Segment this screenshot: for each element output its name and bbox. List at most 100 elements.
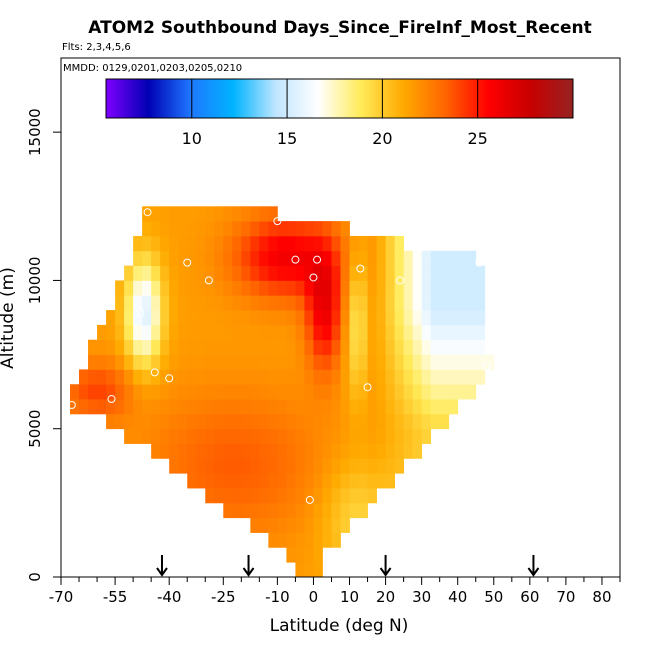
heatmap-cell <box>79 369 89 385</box>
heatmap-cell <box>151 280 161 296</box>
heatmap-cell <box>358 280 368 296</box>
heatmap-cell <box>340 384 350 400</box>
heatmap-cell <box>205 280 215 296</box>
heatmap-cell <box>394 295 405 311</box>
heatmap-cell <box>295 517 305 533</box>
heatmap-cell <box>331 310 341 326</box>
latitude-arrow-head <box>242 567 255 577</box>
heatmap-cell <box>286 265 296 281</box>
heatmap-cell <box>340 295 350 311</box>
heatmap-cell <box>439 265 450 281</box>
heatmap-cell <box>304 250 314 266</box>
heatmap-cell <box>187 369 197 385</box>
heatmap-cell <box>421 369 432 385</box>
heatmap-cell <box>205 488 215 504</box>
heatmap-cell <box>331 369 341 385</box>
heatmap-cell <box>196 250 206 266</box>
heatmap-cell <box>340 458 350 474</box>
heatmap-cell <box>403 413 414 430</box>
heatmap-cell <box>223 458 233 474</box>
heatmap-cell <box>124 265 134 281</box>
heatmap-cell <box>340 265 350 281</box>
heatmap-cell <box>439 369 450 385</box>
heatmap-cell <box>268 532 278 548</box>
heatmap-cell <box>340 488 350 504</box>
heatmap-cell <box>394 428 405 444</box>
heatmap-cell <box>286 280 296 296</box>
heatmap-cell <box>232 250 242 266</box>
heatmap-cell <box>313 473 323 489</box>
heatmap-cell <box>223 443 233 459</box>
sample-point <box>204 276 213 285</box>
heatmap-cell <box>376 413 386 430</box>
heatmap-cell <box>304 532 314 548</box>
heatmap-cell <box>322 369 332 385</box>
heatmap-cell <box>358 502 368 519</box>
heatmap-cell <box>250 443 260 459</box>
sample-point <box>475 258 484 267</box>
heatmap-cell <box>331 458 341 474</box>
sample-point <box>305 495 314 504</box>
heatmap-cell <box>232 354 242 370</box>
heatmap-cell <box>313 532 323 548</box>
heatmap-cell <box>169 384 179 400</box>
heatmap-cell <box>313 443 323 459</box>
heatmap-cell <box>277 265 287 281</box>
heatmap-cell <box>286 443 296 459</box>
heatmap-cell <box>97 369 107 385</box>
heatmap-cell <box>466 295 477 311</box>
heatmap-cell <box>268 280 278 296</box>
heatmap-cell <box>178 443 188 459</box>
heatmap-cell <box>295 324 305 341</box>
heatmap-cell <box>421 399 432 415</box>
x-axis-label: Latitude (deg N) <box>270 616 409 636</box>
heatmap-cell <box>358 428 368 444</box>
heatmap-cell <box>268 458 278 474</box>
heatmap-cell <box>331 413 341 430</box>
heatmap-cell <box>322 517 332 533</box>
heatmap-cell <box>313 235 323 252</box>
heatmap-cell <box>295 235 305 252</box>
heatmap-cell <box>385 235 395 252</box>
heatmap-cell <box>232 399 242 415</box>
heatmap-cell <box>358 265 368 281</box>
heatmap-cell <box>475 280 486 296</box>
heatmap-cell <box>430 265 441 281</box>
heatmap-cell <box>277 502 287 519</box>
heatmap-cell <box>151 221 161 237</box>
heatmap-cell <box>331 221 341 237</box>
heatmap-cell <box>97 339 107 355</box>
heatmap-cell <box>268 502 278 519</box>
heatmap-cell <box>151 369 161 385</box>
heatmap-cell <box>250 310 260 326</box>
sample-point <box>183 258 192 267</box>
heatmap-cell <box>160 295 170 311</box>
heatmap-cell <box>178 339 188 355</box>
heatmap-cell <box>376 295 386 311</box>
heatmap-cell <box>250 502 260 519</box>
heatmap-cell <box>169 369 179 385</box>
y-axis-label: Altitude (m) <box>0 267 18 369</box>
heatmap-cell <box>88 339 98 355</box>
heatmap-cell <box>466 369 477 385</box>
heatmap-cell <box>394 324 405 341</box>
heatmap-cell <box>430 295 441 311</box>
heatmap-cell <box>430 399 441 415</box>
heatmap-cell <box>232 413 242 430</box>
heatmap-cell <box>232 235 242 252</box>
heatmap-cell <box>394 354 405 370</box>
heatmap-cell <box>313 458 323 474</box>
heatmap-cell <box>160 324 170 341</box>
heatmap-cell <box>331 502 341 519</box>
heatmap-cell <box>448 339 459 355</box>
heatmap-cell <box>241 310 251 326</box>
heatmap-cell <box>259 295 269 311</box>
colorbar-tick-label: 25 <box>468 129 488 148</box>
heatmap-cell <box>313 562 323 578</box>
heatmap-cell <box>385 280 395 296</box>
heatmap-cell <box>196 280 206 296</box>
heatmap-cell <box>430 324 441 341</box>
heatmap-cell <box>313 265 323 281</box>
heatmap-cell <box>277 517 287 533</box>
heatmap-cell <box>268 488 278 504</box>
